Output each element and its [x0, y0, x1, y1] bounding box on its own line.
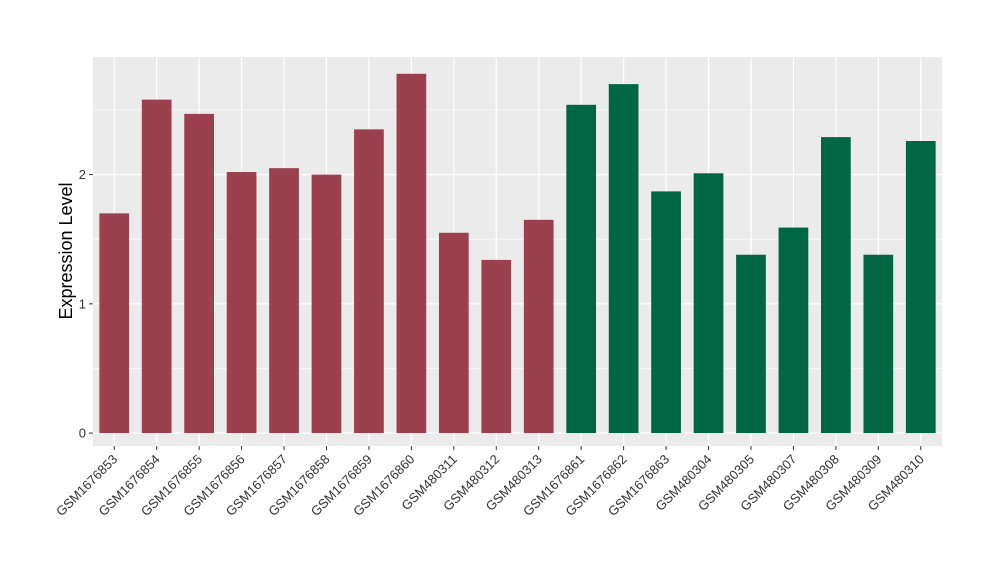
y-tick-label: 0 — [79, 426, 86, 441]
bar-GSM1676862 — [608, 84, 639, 434]
bar-GSM480310 — [905, 141, 936, 434]
bar-GSM480307 — [778, 227, 809, 434]
bar-GSM1676854 — [141, 99, 172, 434]
y-tick-label: 2 — [79, 167, 86, 182]
bar-GSM1676856 — [226, 172, 257, 434]
y-axis: 0 1 2 — [79, 167, 93, 441]
bar-GSM1676857 — [269, 168, 299, 434]
bar-GSM480305 — [736, 254, 766, 434]
bar-GSM480313 — [523, 219, 554, 434]
bar-GSM480304 — [693, 173, 724, 434]
bar-GSM1676853 — [99, 213, 130, 434]
bar-GSM1676861 — [566, 104, 597, 434]
bar-GSM1676858 — [311, 174, 342, 434]
x-axis: GSM1676853GSM1676854GSM1676855GSM1676856… — [53, 446, 927, 519]
y-tick-label: 1 — [79, 296, 86, 311]
bar-GSM480308 — [821, 137, 851, 434]
bar-GSM480309 — [863, 254, 894, 434]
bar-GSM1676855 — [184, 113, 214, 434]
bar-GSM1676859 — [354, 129, 384, 434]
bar-GSM480312 — [481, 259, 512, 434]
bar-GSM1676863 — [651, 191, 681, 434]
bars-group — [99, 73, 936, 434]
plot-panel — [93, 57, 942, 446]
bar-GSM1676860 — [396, 73, 427, 434]
bar-GSM480311 — [438, 232, 469, 434]
y-axis-title: Expression Level — [56, 182, 76, 319]
